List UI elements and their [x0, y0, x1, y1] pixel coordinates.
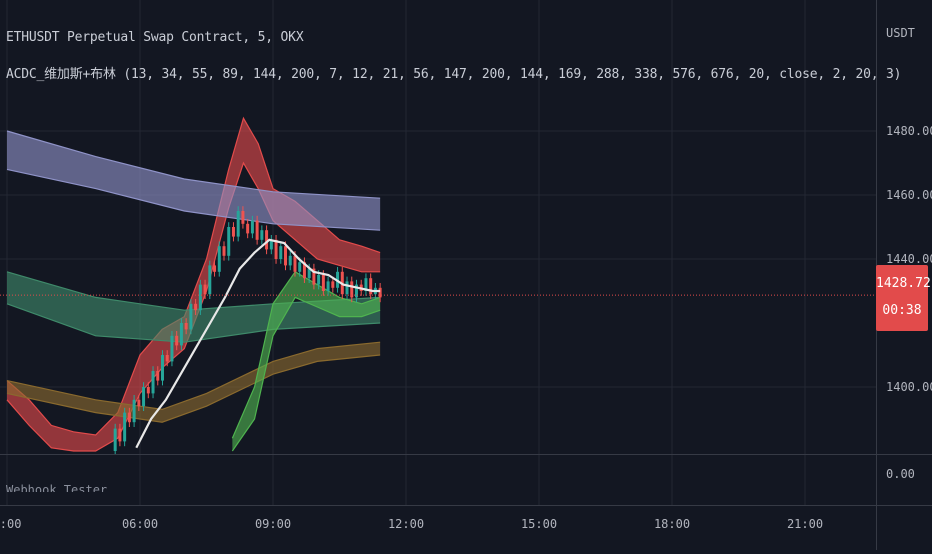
indicator-band-lower — [6, 354, 381, 423]
candle-body — [156, 371, 160, 381]
lower-pane-tick: 0.00 — [886, 467, 915, 481]
candle-body — [217, 246, 221, 272]
time-tick-label: 12:00 — [388, 517, 424, 531]
candle-body — [113, 428, 117, 451]
candle-body — [160, 355, 164, 381]
candle-body — [307, 268, 311, 279]
candle-body — [127, 412, 131, 423]
price-tick-label: 1440.00 — [886, 252, 932, 266]
candle-body — [326, 281, 330, 291]
candle-body — [170, 335, 174, 362]
series-line — [135, 238, 381, 449]
candle-body — [236, 211, 240, 237]
candle-body — [194, 303, 198, 311]
candle-body — [317, 275, 321, 285]
candle-body — [354, 284, 358, 298]
price-tick-label: 1480.00 — [886, 124, 932, 138]
indicator-band-lower — [6, 168, 381, 231]
time-tick-label: 18:00 — [654, 517, 690, 531]
candle-body — [378, 287, 382, 298]
time-tick-label: 21:00 — [787, 517, 823, 531]
candle-body — [179, 323, 183, 346]
candle-body — [298, 262, 302, 272]
candle-body — [279, 246, 283, 259]
indicator-band-lower — [6, 303, 381, 343]
indicator-lines — [0, 238, 876, 449]
time-tick-label: 15:00 — [521, 517, 557, 531]
price-tick-label: 1460.00 — [886, 188, 932, 202]
candle-body — [369, 278, 373, 295]
price-axis-unit: USDT — [886, 26, 915, 40]
indicator-band — [7, 271, 381, 343]
candle-body — [321, 275, 325, 291]
candle-body — [293, 255, 297, 272]
indicator-legend[interactable]: ACDC_维加斯+布林 (13, 34, 55, 89, 144, 200, 7… — [6, 67, 902, 82]
candle-body — [222, 246, 226, 256]
symbol-legend[interactable]: ETHUSDT Perpetual Swap Contract, 5, OKX — [6, 30, 304, 45]
candle-body — [246, 223, 250, 234]
candle-body — [284, 246, 288, 266]
bar-countdown: 00:38 — [882, 303, 922, 318]
candle-body — [184, 323, 188, 330]
last-price-value: 1428.72 — [876, 276, 931, 291]
candle-body — [175, 335, 179, 346]
last-price-badge: 1428.72 00:38 — [876, 265, 931, 331]
candle-body — [189, 303, 193, 330]
candle-body — [231, 227, 235, 237]
candle-body — [151, 371, 155, 394]
candle-body — [146, 387, 150, 394]
candle-body — [208, 265, 212, 295]
candle-body — [345, 281, 349, 295]
candle-body — [255, 220, 259, 240]
indicator-band — [7, 342, 381, 423]
indicator-band-upper — [6, 341, 381, 411]
time-tick-label: 3:00 — [0, 517, 21, 531]
candle-body — [331, 281, 335, 288]
indicator-band-lower — [231, 296, 381, 452]
candle-body — [350, 281, 354, 298]
indicator-band-upper — [231, 271, 381, 439]
time-tick-label: 09:00 — [255, 517, 291, 531]
candle-body — [165, 355, 169, 362]
time-tick-label: 06:00 — [122, 517, 158, 531]
candle-body — [269, 239, 273, 250]
candle-body — [227, 227, 231, 256]
candle-body — [265, 230, 269, 250]
candle-body — [364, 278, 368, 291]
candle-body — [142, 387, 146, 407]
candle-body — [198, 284, 202, 311]
indicator-bands — [6, 116, 381, 452]
candle-body — [274, 239, 278, 259]
candle-body — [123, 412, 127, 442]
indicator-band-upper — [6, 130, 381, 199]
candle-body — [213, 265, 217, 272]
candle-body — [241, 211, 245, 224]
candle-body — [137, 399, 141, 407]
lower-pane-label: Webhook Tester — [6, 483, 108, 492]
candle-body — [302, 262, 306, 279]
candle-body — [288, 255, 292, 266]
candle-body — [132, 399, 136, 423]
price-tick-label: 1400.00 — [886, 380, 932, 394]
candle-body — [203, 284, 207, 295]
candle-body — [260, 230, 264, 240]
candle-body — [312, 268, 316, 285]
candle-body — [250, 220, 254, 234]
candle-body — [118, 428, 122, 442]
